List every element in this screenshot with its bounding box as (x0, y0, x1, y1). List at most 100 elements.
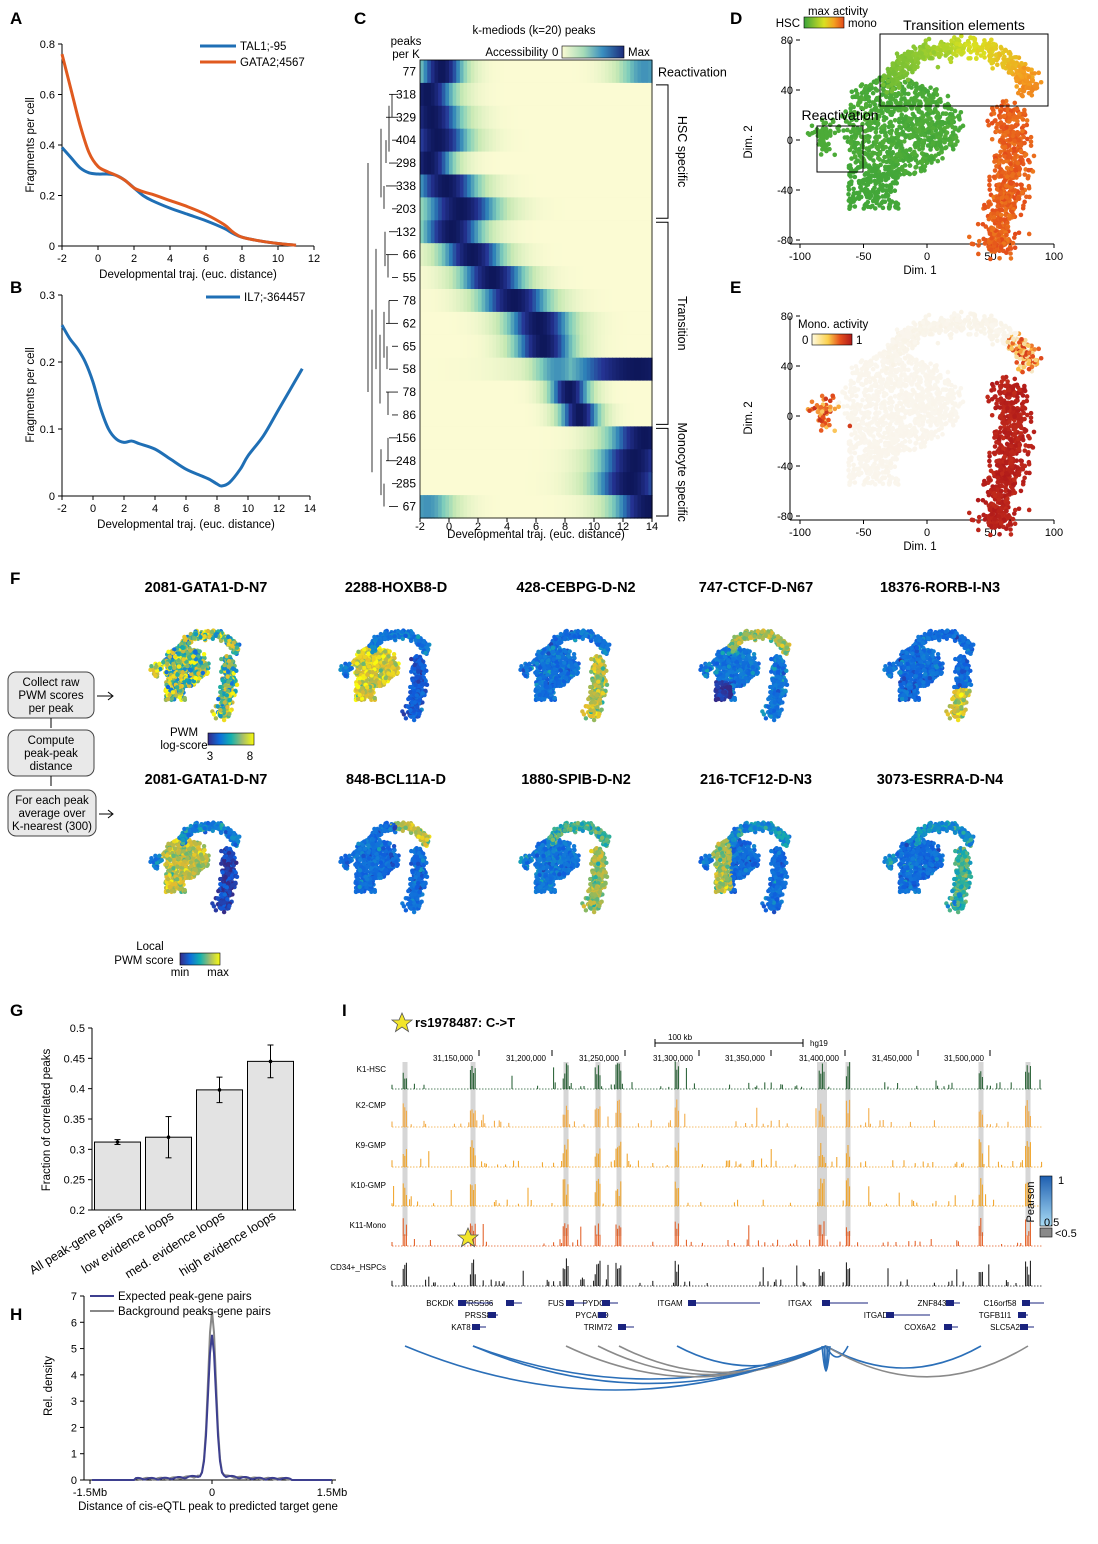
c-heat-cell (568, 174, 573, 198)
d-dot (876, 134, 882, 139)
c-heat-cell (430, 105, 436, 130)
c-group-label-2: Transition (675, 296, 689, 350)
c-heat-cell (478, 289, 483, 313)
c-heat-cell (612, 243, 617, 267)
c-heat-cell (474, 334, 479, 359)
c-heat-cell (503, 289, 508, 313)
d-dot (1026, 67, 1031, 73)
c-heat-cell (507, 105, 512, 130)
c-heat-cell (633, 128, 639, 153)
c-heat-cell (619, 266, 624, 290)
c-heat-cell (601, 449, 606, 473)
d-dot (969, 35, 975, 41)
c-heat-cell (536, 220, 541, 244)
c-heat-cell (641, 472, 646, 496)
c-heat-cell (532, 311, 537, 336)
d-dot (996, 232, 1002, 238)
d-dot (991, 174, 997, 180)
d-dot (931, 44, 937, 50)
c-heat-cell (630, 197, 635, 221)
d-dot (949, 119, 955, 125)
c-heat-cell (463, 128, 468, 153)
e-dot (849, 365, 855, 371)
d-dot (926, 129, 931, 135)
c-heat-cell (597, 495, 602, 519)
c-heat-cell (623, 357, 628, 382)
c-heat-cell (427, 60, 432, 84)
c-heat-cell (445, 334, 450, 359)
d-dot (866, 172, 872, 178)
c-heat-cell (641, 311, 646, 336)
d-dot (911, 133, 916, 139)
d-dot (892, 188, 898, 194)
e-dot (858, 461, 863, 466)
d-dot (844, 135, 850, 140)
e-dot (885, 427, 891, 432)
d-scale-title: max activity (808, 6, 868, 18)
c-heat-cell (612, 472, 617, 496)
c-row-label-17: 248 (396, 454, 416, 468)
c-scale-max: Max (628, 47, 650, 59)
c-heat-cell (430, 151, 436, 176)
c-heat-cell (572, 495, 577, 519)
e-dot (890, 425, 896, 431)
c-heat-cell (452, 105, 457, 130)
c-heat-cell (630, 472, 635, 496)
e-dot (848, 480, 853, 485)
c-heat-cell (449, 449, 454, 473)
e-dot (937, 419, 943, 424)
c-heat-cell (633, 174, 639, 198)
c-heat-cell (438, 357, 443, 382)
c-heat-cell (521, 82, 526, 107)
c-heat-cell (572, 403, 577, 427)
d-dot (917, 104, 922, 109)
e-dot (922, 362, 928, 368)
c-heat-cell (536, 449, 541, 473)
c-heat-cell (532, 495, 537, 519)
c-heat-cell (619, 105, 624, 130)
c-heat-cell (612, 220, 617, 244)
c-heat-cell (637, 174, 642, 198)
c-heat-cell (532, 82, 537, 107)
c-heat-cell (514, 334, 519, 359)
c-heat-cell (543, 495, 548, 519)
c-heat-cell (619, 357, 624, 382)
c-heat-cell (510, 151, 515, 176)
e-dot (823, 396, 829, 402)
c-heat-cell (488, 311, 494, 336)
b-legend-il7: IL7;-364457 (244, 292, 305, 304)
c-heat-cell (488, 426, 494, 450)
c-heat-cell (575, 334, 581, 359)
c-heat-cell (445, 151, 450, 176)
c-heat-cell (488, 220, 494, 244)
d-dot (820, 147, 825, 152)
d-dot (832, 130, 838, 136)
d-dot (1004, 232, 1009, 238)
d-dot (897, 152, 903, 158)
d-dot (901, 57, 907, 63)
d-dot (999, 207, 1005, 213)
c-heat-cell (644, 128, 649, 153)
c-heat-cell (478, 380, 483, 405)
c-heat-cell (619, 128, 624, 153)
c-heat-cell (485, 82, 490, 107)
e-dot (890, 414, 895, 419)
c-heat-cell (546, 403, 552, 427)
c-heat-cell (579, 449, 584, 473)
c-heat-cell (438, 311, 443, 336)
c-heat-cell (546, 334, 552, 359)
e-dot (867, 397, 873, 403)
c-heat-cell (528, 472, 533, 496)
c-heat-cell (536, 151, 541, 176)
c-heat-cell (648, 128, 653, 153)
c-heat-cell (644, 472, 649, 496)
c-xtick-label-2: 2 (475, 521, 481, 533)
a-line-1 (60, 53, 297, 247)
c-heat-cell (565, 449, 570, 473)
d-dot (815, 133, 821, 139)
c-heat-cell (615, 495, 620, 519)
c-heat-cell (623, 380, 628, 405)
c-heat-cell (456, 174, 461, 198)
c-heat-cell (507, 151, 512, 176)
